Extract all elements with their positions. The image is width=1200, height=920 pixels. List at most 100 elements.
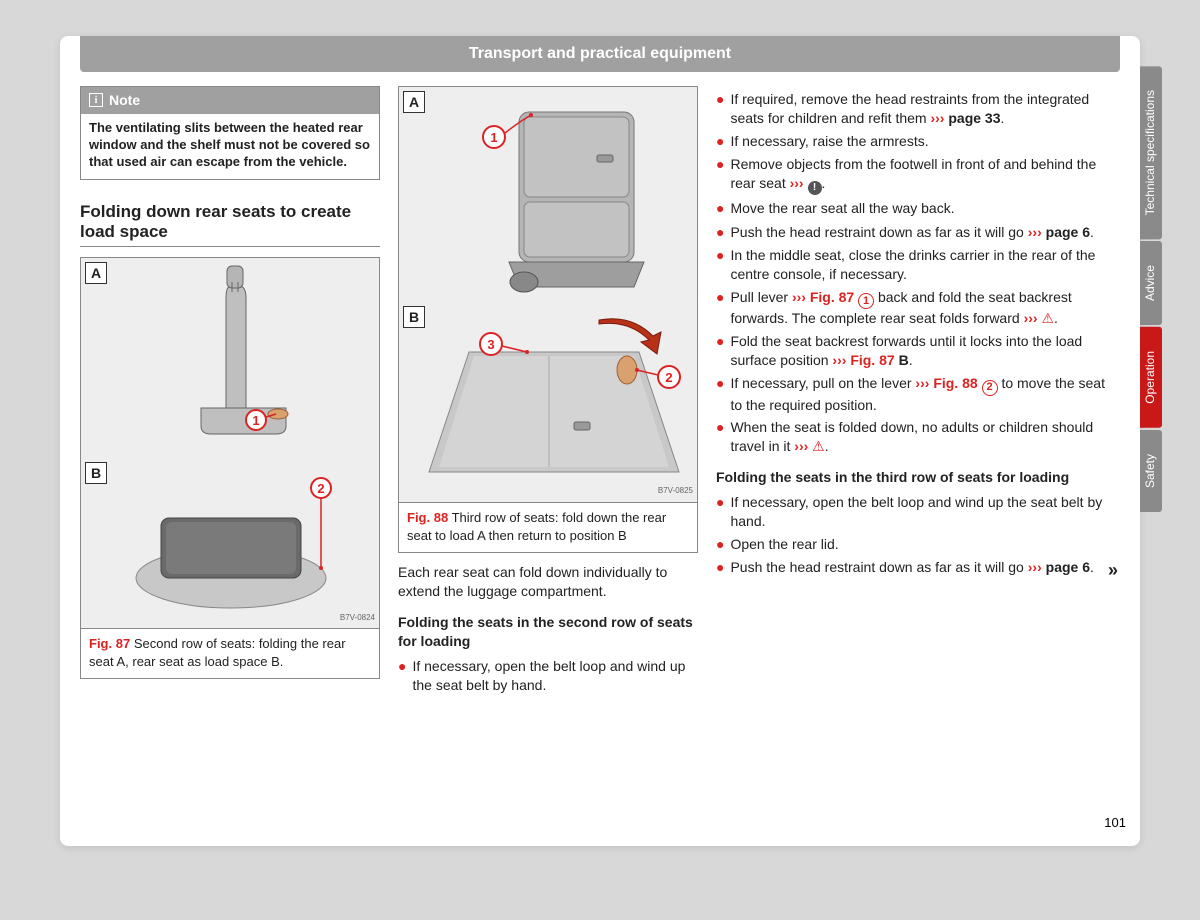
bullet-item: ● Open the rear lid. bbox=[716, 535, 1120, 555]
bullet-text: Push the head restraint down as far as i… bbox=[730, 223, 1120, 243]
bullet-dot: ● bbox=[716, 132, 724, 152]
svg-text:2: 2 bbox=[317, 481, 324, 496]
note-label: Note bbox=[109, 91, 140, 110]
bullet-item: ● When the seat is folded down, no adult… bbox=[716, 418, 1120, 456]
bullet-item: ● In the middle seat, close the drinks c… bbox=[716, 246, 1120, 284]
bullet-dot: ● bbox=[716, 418, 724, 456]
bullet-text: If necessary, open the belt loop and win… bbox=[730, 493, 1120, 531]
bullet-text: Open the rear lid. bbox=[730, 535, 1120, 555]
svg-text:3: 3 bbox=[487, 337, 494, 352]
third-row-upright-illustration: 1 bbox=[399, 87, 697, 302]
bullet-dot: ● bbox=[716, 558, 724, 582]
third-row-folded-illustration: 3 2 bbox=[399, 302, 697, 502]
bullet-dot: ● bbox=[716, 223, 724, 243]
column-middle: A 1 bbox=[398, 86, 698, 698]
bullet-text: If necessary, pull on the lever ››› Fig.… bbox=[730, 374, 1120, 414]
bullet-item: ● If required, remove the head restraint… bbox=[716, 90, 1120, 128]
continue-icon: ››› bbox=[1028, 224, 1042, 240]
svg-text:1: 1 bbox=[490, 130, 497, 145]
image-id: B7V-0824 bbox=[340, 613, 375, 624]
continue-icon: ››› bbox=[832, 352, 846, 368]
fig88-panel-a: A 1 bbox=[399, 87, 697, 302]
bullet-item: ● Move the rear seat all the way back. bbox=[716, 199, 1120, 219]
figure-88: A 1 bbox=[398, 86, 698, 553]
bullet-item: ● If necessary, open the belt loop and w… bbox=[398, 657, 698, 695]
tab-advice[interactable]: Advice bbox=[1140, 241, 1162, 325]
info-icon: i bbox=[89, 93, 103, 107]
page-header: Transport and practical equipment bbox=[80, 36, 1120, 72]
bullet-text: Pull lever ››› Fig. 87 1 back and fold t… bbox=[730, 288, 1120, 328]
bullet-dot: ● bbox=[716, 90, 724, 128]
bullet-text: Fold the seat backrest forwards until it… bbox=[730, 332, 1120, 370]
continue-icon: ››› bbox=[915, 375, 929, 391]
svg-text:2: 2 bbox=[665, 370, 672, 385]
bullet-item: ● If necessary, pull on the lever ››› Fi… bbox=[716, 374, 1120, 414]
fig88-panel-b: B 3 bbox=[399, 302, 697, 502]
fig88-caption: Fig. 88 Third row of seats: fold down th… bbox=[399, 502, 697, 552]
bullet-dot: ● bbox=[716, 246, 724, 284]
bullet-text: Push the head restraint down as far as i… bbox=[730, 558, 1120, 582]
panel-label-b: B bbox=[403, 306, 425, 328]
callout-1: 1 bbox=[858, 293, 874, 309]
fig87-caption: Fig. 87 Second row of seats: folding the… bbox=[81, 628, 379, 678]
content-columns: i Note The ventilating slits between the… bbox=[60, 72, 1140, 698]
bullet-dot: ● bbox=[716, 155, 724, 195]
bullet-item: ● Push the head restraint down as far as… bbox=[716, 558, 1120, 582]
note-header: i Note bbox=[81, 87, 379, 114]
page-number: 101 bbox=[1104, 815, 1126, 830]
tab-technical-specifications[interactable]: Technical specifications bbox=[1140, 66, 1162, 239]
bullet-dot: ● bbox=[716, 332, 724, 370]
manual-page: Transport and practical equipment i Note… bbox=[60, 36, 1140, 846]
tab-operation[interactable]: Operation bbox=[1140, 327, 1162, 428]
continue-icon: ››› bbox=[930, 110, 944, 126]
continue-icon: ››› bbox=[794, 438, 808, 454]
note-body: The ventilating slits between the heated… bbox=[81, 114, 379, 179]
bullet-dot: ● bbox=[716, 374, 724, 414]
continue-icon: ››› bbox=[1024, 310, 1038, 326]
bullet-text: If necessary, raise the armrests. bbox=[730, 132, 1120, 152]
caution-icon: ⚠ bbox=[812, 437, 825, 456]
bullet-dot: ● bbox=[716, 199, 724, 219]
bullet-text: If necessary, open the belt loop and win… bbox=[412, 657, 698, 695]
bullet-item: ● Push the head restraint down as far as… bbox=[716, 223, 1120, 243]
intro-paragraph: Each rear seat can fold down individuall… bbox=[398, 563, 698, 601]
bullet-text: If required, remove the head restraints … bbox=[730, 90, 1120, 128]
warning-icon: ! bbox=[808, 181, 822, 195]
tab-safety[interactable]: Safety bbox=[1140, 430, 1162, 512]
seat-upright-illustration: 1 bbox=[81, 258, 379, 458]
bullet-item: ● Fold the seat backrest forwards until … bbox=[716, 332, 1120, 370]
bullet-item: ● If necessary, raise the armrests. bbox=[716, 132, 1120, 152]
fig88-ref: Fig. 88 bbox=[407, 510, 448, 525]
bullet-dot: ● bbox=[716, 493, 724, 531]
svg-text:1: 1 bbox=[252, 413, 259, 428]
bullet-item: ● If necessary, open the belt loop and w… bbox=[716, 493, 1120, 531]
fig87-panel-a: A 1 bbox=[81, 258, 379, 458]
bullet-dot: ● bbox=[716, 288, 724, 328]
side-tabs: Technical specifications Advice Operatio… bbox=[1140, 66, 1162, 514]
bullet-dot: ● bbox=[716, 535, 724, 555]
fig87-ref: Fig. 87 bbox=[89, 636, 130, 651]
section-title: Folding down rear seats to create load s… bbox=[80, 202, 380, 248]
panel-label-a: A bbox=[403, 91, 425, 113]
note-box: i Note The ventilating slits between the… bbox=[80, 86, 380, 180]
second-row-subheading: Folding the seats in the second row of s… bbox=[398, 613, 698, 651]
column-right: ● If required, remove the head restraint… bbox=[716, 86, 1120, 698]
bullet-item: ● Remove objects from the footwell in fr… bbox=[716, 155, 1120, 195]
bullet-text: Move the rear seat all the way back. bbox=[730, 199, 1120, 219]
third-row-subheading: Folding the seats in the third row of se… bbox=[716, 468, 1120, 487]
bullet-text: When the seat is folded down, no adults … bbox=[730, 418, 1120, 456]
seat-folded-illustration: 2 bbox=[81, 458, 379, 628]
column-left: i Note The ventilating slits between the… bbox=[80, 86, 380, 698]
fig87-panel-b: B 2 B7V-0824 bbox=[81, 458, 379, 628]
continue-icon: ››› bbox=[792, 289, 806, 305]
callout-2: 2 bbox=[982, 380, 998, 396]
continue-icon: ››› bbox=[1028, 559, 1042, 575]
bullet-text: Remove objects from the footwell in fron… bbox=[730, 155, 1120, 195]
panel-label-a: A bbox=[85, 262, 107, 284]
continue-icon: ››› bbox=[790, 175, 804, 191]
panel-label-b: B bbox=[85, 462, 107, 484]
continued-marker: » bbox=[1108, 558, 1118, 582]
bullet-dot: ● bbox=[398, 657, 406, 695]
figure-87: A 1 bbox=[80, 257, 380, 679]
bullet-item: ● Pull lever ››› Fig. 87 1 back and fold… bbox=[716, 288, 1120, 328]
